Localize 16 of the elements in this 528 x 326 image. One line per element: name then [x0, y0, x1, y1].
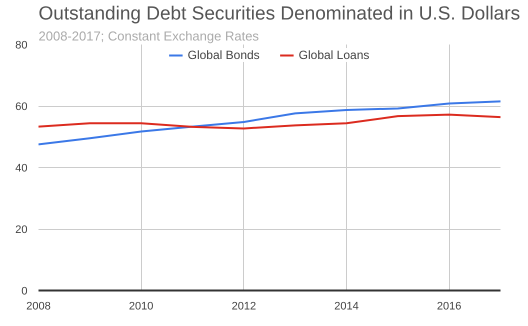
line-series — [38, 100, 500, 146]
y-tick-label: 20 — [15, 224, 28, 236]
chart-title: Outstanding Debt Securities Denominated in U.S. Dollars — [38, 4, 520, 24]
y-tick-label: 80 — [15, 40, 28, 52]
chart-subtitle: 2008-2017; Constant Exchange Rates — [38, 28, 260, 44]
x-tick-label: 2014 — [334, 300, 359, 312]
x-tick-label: 2008 — [26, 300, 51, 312]
y-tick-label: 40 — [15, 162, 28, 174]
legend-label: Global Loans — [298, 48, 370, 62]
legend-label: Global Bonds — [188, 48, 260, 62]
y-tick-label: 0 — [21, 286, 28, 298]
x-tick-label: 2012 — [232, 300, 256, 312]
line-series — [38, 114, 500, 130]
x-tick-label: 2010 — [128, 300, 154, 312]
y-tick-label: 60 — [15, 101, 28, 113]
x-tick-label: 2016 — [436, 300, 462, 312]
